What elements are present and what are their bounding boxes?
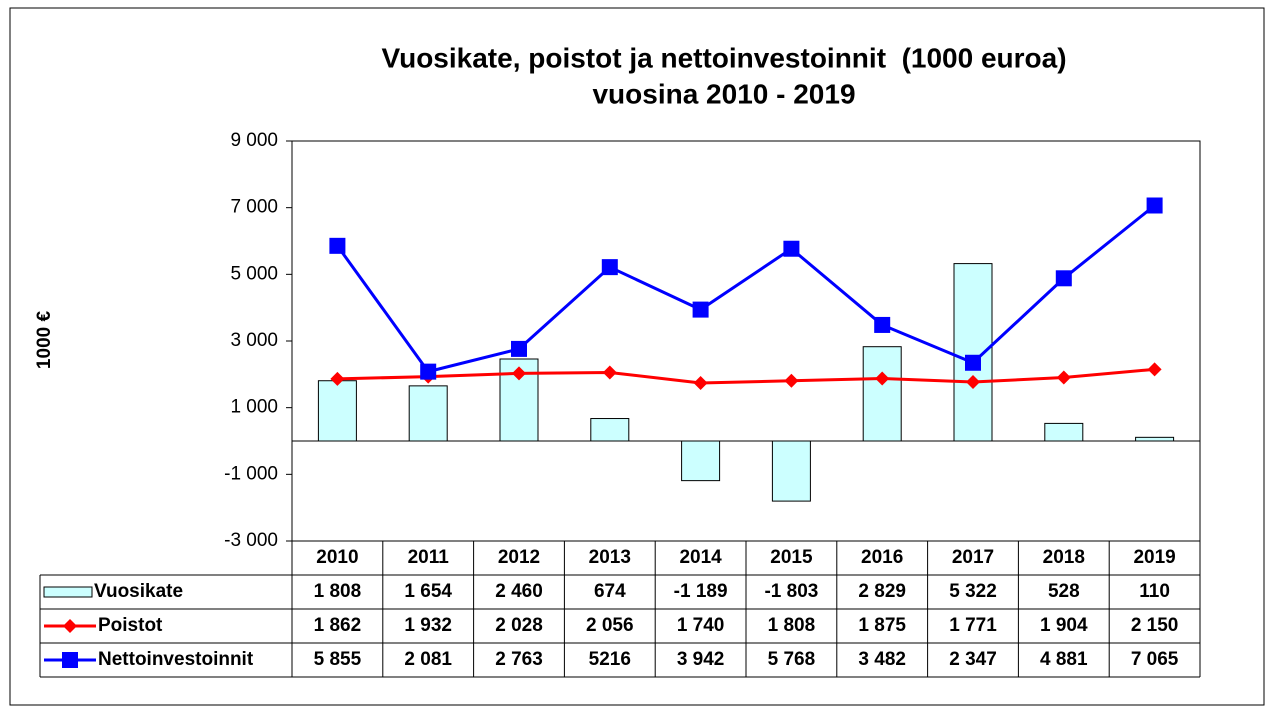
table-cell: 110 (1139, 581, 1170, 602)
marker (1146, 197, 1163, 214)
table-cell: 1 862 (314, 615, 362, 636)
x-tick-label: 2018 (1043, 547, 1085, 568)
table-cell: 4 881 (1040, 649, 1088, 670)
bar (1135, 436, 1175, 442)
table-cell: 674 (594, 581, 626, 602)
table-cell: 2 028 (495, 615, 543, 636)
marker (602, 365, 617, 380)
x-tick-label: 2019 (1133, 547, 1175, 568)
marker (1147, 362, 1162, 377)
table-cell: -1 189 (674, 581, 728, 602)
line (336, 204, 1156, 374)
legend-marker (62, 652, 78, 668)
bar (1044, 422, 1084, 442)
table-cell: -1 803 (764, 581, 818, 602)
x-tick-label: 2016 (861, 547, 903, 568)
table-cell: 2 460 (495, 581, 543, 602)
bar (681, 440, 721, 482)
y-tick-label: -3 000 (224, 530, 278, 551)
x-tick-label: 2010 (316, 547, 358, 568)
bar (771, 440, 811, 502)
table-cell: 5 322 (949, 581, 997, 602)
table-cell: 1 740 (677, 615, 725, 636)
x-tick-label: 2015 (770, 547, 813, 568)
legend-label: Nettoinvestoinnit (98, 649, 254, 670)
marker (965, 354, 981, 371)
bar (862, 346, 902, 442)
marker (1056, 370, 1071, 385)
table-cell: 5 855 (314, 649, 362, 670)
table-cell: 528 (1048, 581, 1080, 602)
marker (875, 371, 890, 386)
legend-swatch (43, 586, 93, 598)
table-cell: 2 347 (949, 649, 997, 670)
table-cell: 7 065 (1131, 649, 1179, 670)
marker (693, 376, 708, 390)
table-cell: 2 150 (1131, 615, 1179, 636)
y-tick-label: -1 000 (224, 463, 278, 484)
y-tick-label: 9 000 (230, 130, 278, 151)
table-cell: 5 768 (768, 649, 816, 670)
marker (966, 374, 980, 389)
bar (590, 418, 630, 442)
legend-label: Poistot (98, 615, 163, 636)
y-tick-label: 7 000 (230, 197, 278, 218)
marker (874, 316, 891, 333)
marker (1055, 270, 1072, 287)
table-cell: 1 808 (314, 581, 362, 602)
marker (420, 363, 437, 380)
table-cell: 1 654 (404, 581, 452, 602)
chart-title: Vuosikate, poistot ja nettoinvestoinnit … (381, 42, 1066, 73)
y-axis-label: 1000 € (34, 311, 55, 370)
table-cell: 3 482 (858, 649, 906, 670)
marker (512, 366, 526, 381)
chart-subtitle: vuosina 2010 - 2019 (592, 78, 855, 109)
x-tick-label: 2012 (498, 547, 540, 568)
marker (511, 340, 527, 357)
legend-label: Vuosikate (94, 581, 183, 602)
table-cell: 3 942 (677, 649, 725, 670)
marker (330, 371, 345, 386)
table-cell: 2 081 (404, 649, 452, 670)
table-cell: 2 056 (586, 615, 634, 636)
table-cell: 1 875 (858, 615, 906, 636)
table-cell: 1 932 (404, 615, 452, 636)
y-tick-label: 3 000 (230, 330, 278, 351)
y-tick-label: 5 000 (230, 263, 278, 284)
marker (601, 259, 618, 276)
chart-border (9, 7, 1265, 706)
x-tick-label: 2013 (589, 547, 631, 568)
table-cell: 2 829 (858, 581, 906, 602)
marker (783, 240, 800, 257)
bar (408, 385, 448, 442)
legend-marker (63, 619, 77, 633)
x-tick-label: 2014 (679, 547, 722, 568)
x-tick-label: 2017 (952, 547, 994, 568)
table-cell: 1 808 (768, 615, 816, 636)
table-cell: 5216 (589, 649, 631, 670)
bar (317, 380, 357, 442)
table-cell: 2 763 (495, 649, 543, 670)
x-tick-label: 2011 (408, 547, 450, 568)
table-cell: 1 904 (1040, 615, 1088, 636)
line (337, 367, 1155, 385)
marker (329, 237, 346, 254)
marker (692, 301, 709, 318)
marker (784, 373, 799, 388)
y-tick-label: 1 000 (230, 397, 278, 418)
table-cell: 1 771 (949, 615, 997, 636)
